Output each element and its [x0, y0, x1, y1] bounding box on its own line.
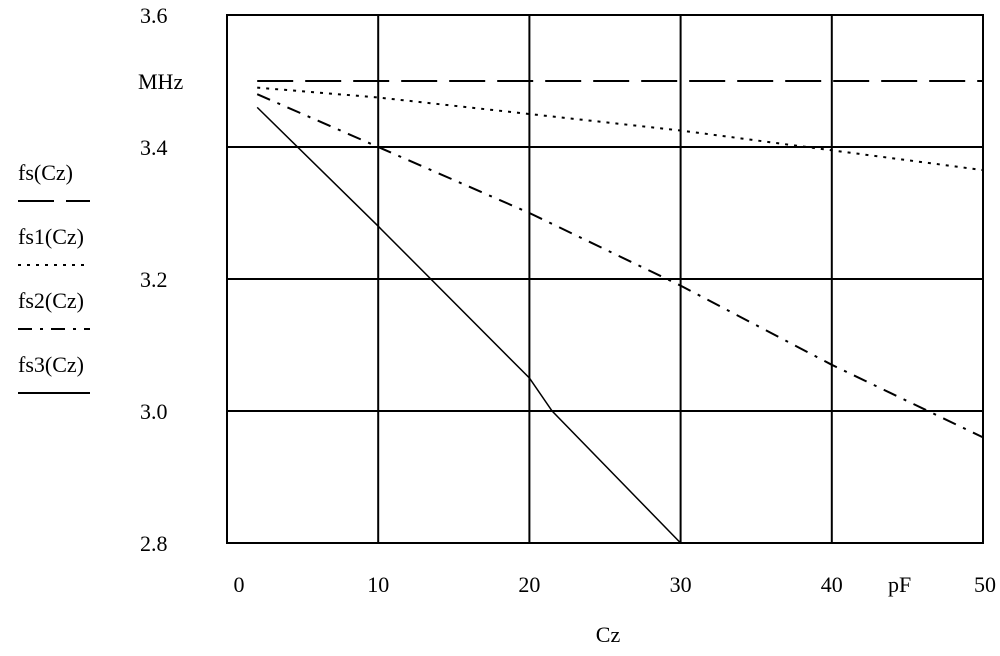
x-tick-labels: 0 10 20 30 40 50: [234, 572, 997, 597]
legend: fs(Cz) fs1(Cz) fs2(Cz) fs3(Cz): [18, 160, 90, 394]
y-tick-labels: 3.6 3.4 3.2 3.0 2.8: [140, 3, 168, 556]
x-tick-label-3: 30: [670, 572, 692, 597]
legend-label-3: fs3(Cz): [18, 352, 84, 377]
y-tick-label-1: 3.4: [140, 135, 168, 160]
x-tick-label-0: 0: [234, 572, 245, 597]
series-line-fs2cz: [256, 93, 984, 439]
x-unit-label: pF: [888, 572, 911, 597]
legend-label-1: fs1(Cz): [18, 224, 84, 249]
legend-label-2: fs2(Cz): [18, 288, 84, 313]
y-tick-label-0: 3.6: [140, 3, 168, 28]
x-axis-label: Cz: [596, 622, 621, 647]
series-line-fs3cz: [256, 106, 682, 544]
y-tick-label-3: 3.0: [140, 399, 168, 424]
x-tick-label-5: 50: [974, 572, 996, 597]
x-tick-label-4: 40: [821, 572, 843, 597]
legend-label-0: fs(Cz): [18, 160, 73, 185]
y-tick-label-4: 2.8: [140, 531, 168, 556]
series-layer: [256, 80, 984, 544]
grid: [226, 14, 984, 544]
series-line-fs1cz: [257, 86, 984, 172]
x-tick-label-2: 20: [518, 572, 540, 597]
y-tick-label-2: 3.2: [140, 267, 168, 292]
x-tick-label-1: 10: [367, 572, 389, 597]
y-unit-label: MHz: [138, 69, 183, 94]
